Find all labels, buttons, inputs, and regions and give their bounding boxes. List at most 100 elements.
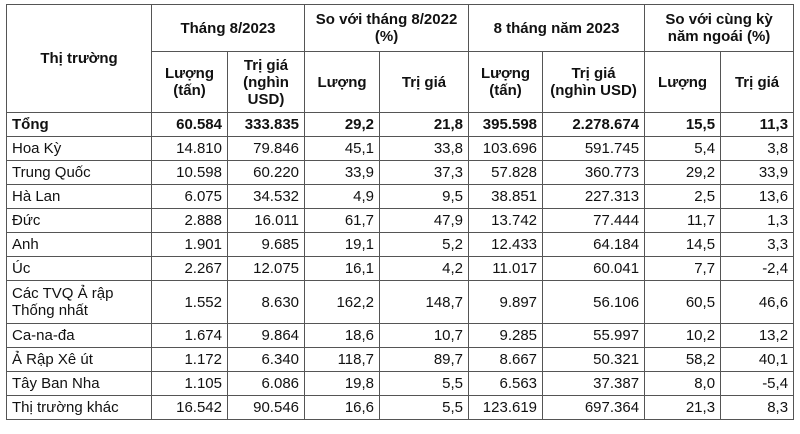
table-row: Úc 2.267 12.075 16,1 4,2 11.017 60.041 7… [6, 256, 795, 281]
cell: 60,5 [644, 280, 722, 324]
cell: 38.851 [468, 184, 544, 209]
cell: 9.864 [226, 323, 306, 348]
cell: 79.846 [226, 136, 306, 161]
cell: 40,1 [720, 347, 795, 372]
cell: 5,4 [644, 136, 722, 161]
table-row: Anh 1.901 9.685 19,1 5,2 12.433 64.184 1… [6, 232, 795, 257]
cell: 12.075 [226, 256, 306, 281]
header-group: So với cùng kỳ năm ngoái (%) [644, 4, 795, 52]
cell: 15,5 [644, 112, 722, 137]
row-label: Tây Ban Nha [6, 371, 152, 396]
cell: 697.364 [542, 395, 646, 420]
cell: 227.313 [542, 184, 646, 209]
cell: 61,7 [304, 208, 381, 233]
cell: 1.172 [151, 347, 228, 372]
cell: 360.773 [542, 160, 646, 185]
header-group: 8 tháng năm 2023 [468, 4, 646, 52]
cell: 9.685 [226, 232, 306, 257]
cell: 9.285 [468, 323, 544, 348]
row-label: Đức [6, 208, 152, 233]
row-label: Úc [6, 256, 152, 281]
table-row: Đức 2.888 16.011 61,7 47,9 13.742 77.444… [6, 208, 795, 233]
cell: 1.552 [151, 280, 228, 324]
row-label: Anh [6, 232, 152, 257]
cell: 14.810 [151, 136, 228, 161]
cell: 1.105 [151, 371, 228, 396]
cell: 10.598 [151, 160, 228, 185]
cell: 37.387 [542, 371, 646, 396]
subheader: Lượng (tấn) [151, 51, 228, 113]
subheader: Trị giá (nghìn USD) [226, 51, 306, 113]
cell: 2.278.674 [542, 112, 646, 137]
cell: 395.598 [468, 112, 544, 137]
row-label: Tổng [6, 112, 152, 137]
cell: 8.667 [468, 347, 544, 372]
cell: 591.745 [542, 136, 646, 161]
cell: 50.321 [542, 347, 646, 372]
cell: 37,3 [379, 160, 470, 185]
cell: 34.532 [226, 184, 306, 209]
cell: -2,4 [720, 256, 795, 281]
cell: 11,3 [720, 112, 795, 137]
cell: 29,2 [304, 112, 381, 137]
header-group: So với tháng 8/2022 (%) [304, 4, 470, 52]
header-market: Thị trường [6, 4, 152, 113]
cell: 13.742 [468, 208, 544, 233]
cell: 21,8 [379, 112, 470, 137]
table-row: Các TVQ Ả rập Thống nhất 1.552 8.630 162… [6, 280, 795, 324]
cell: 16.011 [226, 208, 306, 233]
cell: 2.267 [151, 256, 228, 281]
cell: 19,8 [304, 371, 381, 396]
cell: 9,5 [379, 184, 470, 209]
table-row-total: Tổng 60.584 333.835 29,2 21,8 395.598 2.… [6, 112, 795, 137]
cell: 333.835 [226, 112, 306, 137]
cell: 8,0 [644, 371, 722, 396]
row-label: Trung Quốc [6, 160, 152, 185]
cell: 13,6 [720, 184, 795, 209]
cell: 1,3 [720, 208, 795, 233]
table-row: Hoa Kỳ 14.810 79.846 45,1 33,8 103.696 5… [6, 136, 795, 161]
cell: 56.106 [542, 280, 646, 324]
cell: 60.041 [542, 256, 646, 281]
subheader: Lượng [304, 51, 381, 113]
cell: 1.674 [151, 323, 228, 348]
table-row: Hà Lan 6.075 34.532 4,9 9,5 38.851 227.3… [6, 184, 795, 209]
table-row: Trung Quốc 10.598 60.220 33,9 37,3 57.82… [6, 160, 795, 185]
table-row: Ca-na-đa 1.674 9.864 18,6 10,7 9.285 55.… [6, 323, 795, 348]
cell: 10,2 [644, 323, 722, 348]
cell: 60.220 [226, 160, 306, 185]
cell: 16.542 [151, 395, 228, 420]
cell: 6.340 [226, 347, 306, 372]
cell: 58,2 [644, 347, 722, 372]
cell: 1.901 [151, 232, 228, 257]
cell: 8,3 [720, 395, 795, 420]
cell: 3,3 [720, 232, 795, 257]
cell: 5,2 [379, 232, 470, 257]
cell: 6.563 [468, 371, 544, 396]
cell: 103.696 [468, 136, 544, 161]
subheader: Lượng (tấn) [468, 51, 544, 113]
cell: 8.630 [226, 280, 306, 324]
table-row: Ả Rập Xê út 1.172 6.340 118,7 89,7 8.667… [6, 347, 795, 372]
cell: 7,7 [644, 256, 722, 281]
cell: 90.546 [226, 395, 306, 420]
header-group: Tháng 8/2023 [150, 4, 306, 52]
cell: 64.184 [542, 232, 646, 257]
subheader: Lượng [644, 51, 722, 113]
cell: 46,6 [720, 280, 795, 324]
subheader: Trị giá [379, 51, 470, 113]
cell: 21,3 [644, 395, 722, 420]
cell: 123.619 [468, 395, 544, 420]
cell: 162,2 [304, 280, 381, 324]
cell: 89,7 [379, 347, 470, 372]
cell: 11.017 [468, 256, 544, 281]
cell: 13,2 [720, 323, 795, 348]
row-label: Thị trường khác [6, 395, 152, 420]
trade-table-container: Thị trường Tháng 8/2023 So với tháng 8/2… [6, 4, 795, 429]
cell: 4,9 [304, 184, 381, 209]
cell: 11,7 [644, 208, 722, 233]
cell: -5,4 [720, 371, 795, 396]
cell: 14,5 [644, 232, 722, 257]
table-body: Tổng 60.584 333.835 29,2 21,8 395.598 2.… [6, 112, 795, 420]
cell: 55.997 [542, 323, 646, 348]
